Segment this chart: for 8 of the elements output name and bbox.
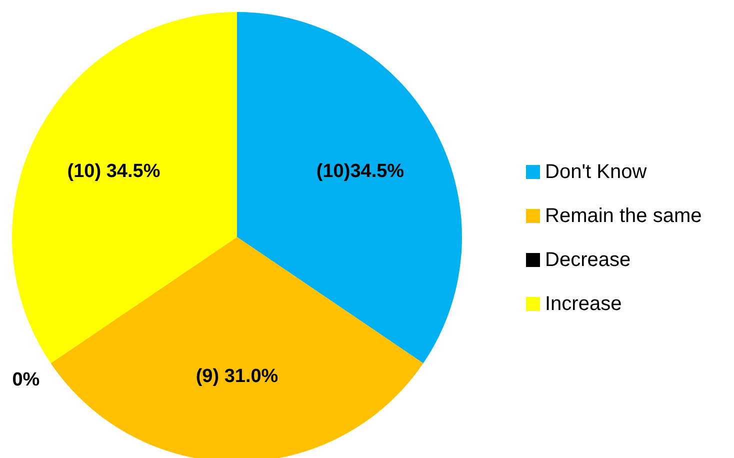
- data-label: (10)34.5%: [316, 161, 404, 182]
- data-label: (10) 34.5%: [67, 161, 160, 182]
- legend-label: Decrease: [545, 249, 631, 271]
- legend-label: Don't Know: [545, 161, 648, 183]
- legend-label: Remain the same: [545, 205, 702, 227]
- legend-label: Increase: [545, 293, 622, 315]
- data-label: (9) 31.0%: [196, 366, 278, 387]
- text: 0%: [12, 370, 40, 391]
